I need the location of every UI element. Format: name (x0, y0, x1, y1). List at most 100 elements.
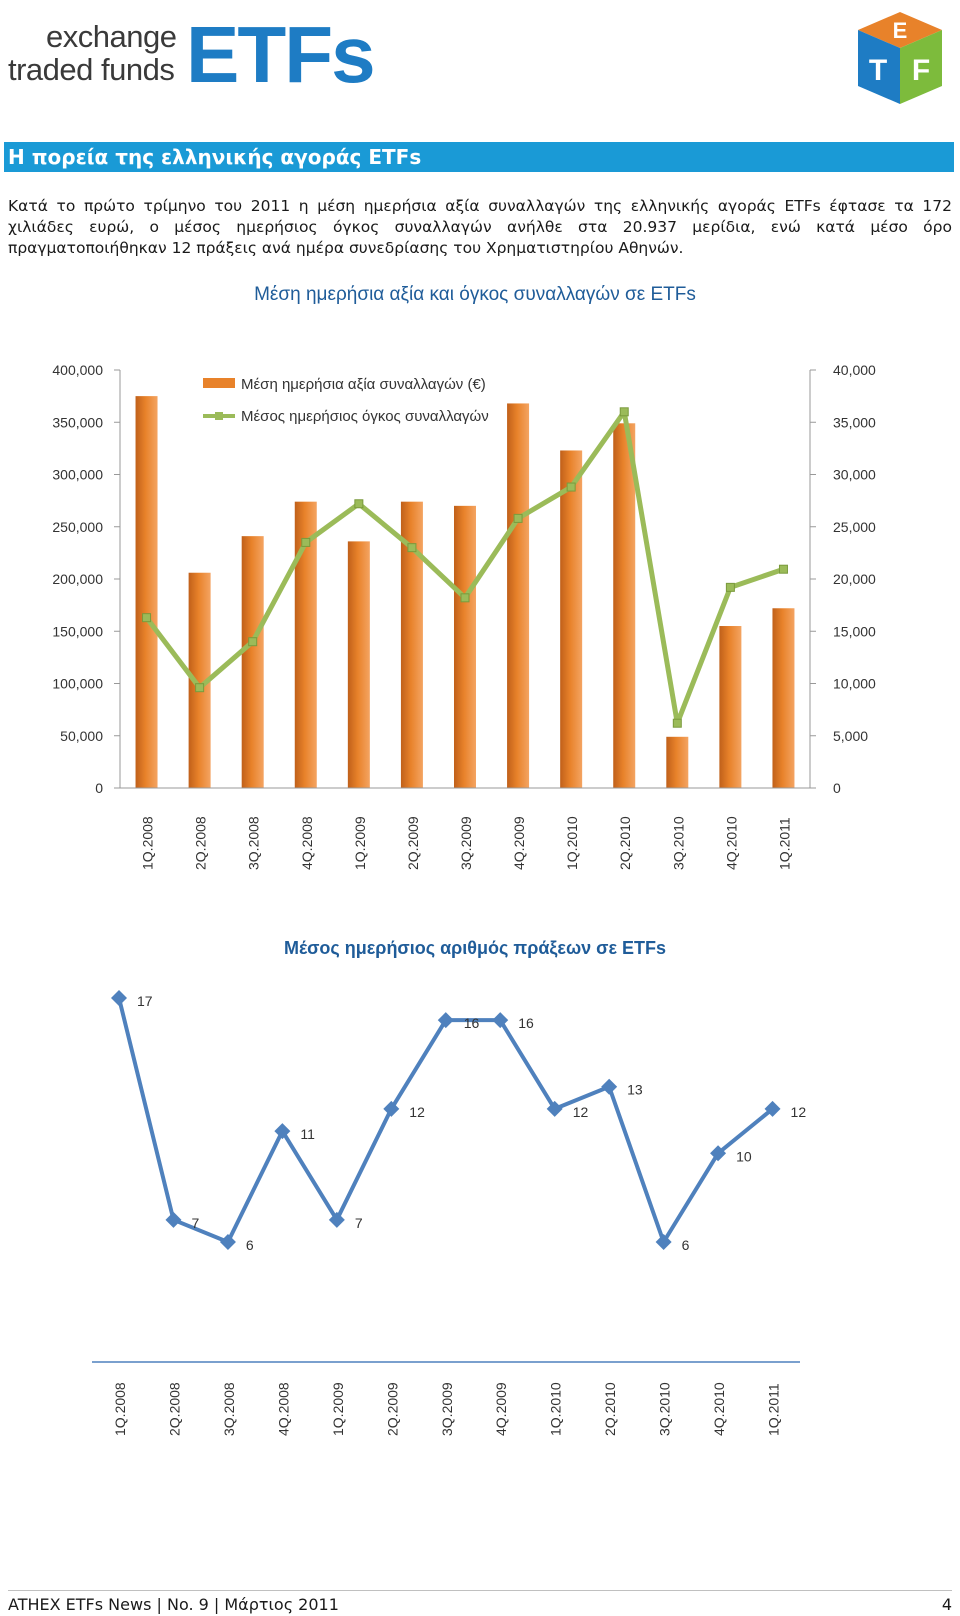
left-tick-label: 400,000 (52, 362, 103, 378)
trades-line (117, 997, 774, 1244)
chart1-title: Μέση ημερήσια αξία και όγκος συναλλαγών … (254, 284, 696, 305)
trades-x-tick-label: 3Q.2008 (221, 1382, 237, 1436)
volume-point (460, 593, 470, 603)
trades-point (165, 1211, 182, 1228)
value-bar (241, 536, 264, 788)
legend-bar-label: Μέση ημερήσια αξία συναλλαγών (€) (241, 376, 486, 393)
value-bar (719, 626, 742, 788)
trades-data-label: 16 (464, 1015, 480, 1031)
trades-x-tick-label: 4Q.2008 (275, 1382, 291, 1436)
value-bar (294, 501, 317, 788)
trades-data-label: 7 (355, 1215, 363, 1231)
trades-data-label: 6 (682, 1237, 690, 1253)
x-tick-label: 1Q.2008 (140, 816, 156, 870)
trades-data-label: 6 (246, 1237, 254, 1253)
x-tick-label: 1Q.2011 (776, 817, 792, 870)
legend-bar-swatch (203, 378, 235, 388)
left-tick-label: 350,000 (52, 414, 103, 430)
value-bar (666, 736, 689, 788)
trades-point (219, 1234, 236, 1250)
x-tick-label: 3Q.2009 (458, 816, 474, 870)
trades-data-label: 12 (409, 1104, 425, 1120)
left-tick-label: 100,000 (52, 676, 103, 692)
trades-point (710, 1145, 727, 1162)
right-tick-label: 10,000 (833, 676, 876, 692)
trades-point (437, 1012, 454, 1029)
trades-data-label: 17 (137, 993, 153, 1009)
value-bar (772, 608, 795, 788)
trades-point (546, 1100, 563, 1117)
left-tick-label: 0 (95, 780, 103, 796)
logo-line-2: traded funds (8, 52, 175, 87)
volume-point (195, 683, 205, 693)
right-tick-label: 35,000 (833, 414, 876, 430)
trades-x-tick-label: 1Q.2010 (548, 1382, 564, 1436)
x-tick-label: 2Q.2008 (193, 816, 209, 870)
volume-point (725, 582, 735, 592)
value-bar (454, 505, 476, 788)
left-tick-label: 150,000 (52, 623, 103, 639)
value-bar (400, 501, 423, 788)
trades-x-tick-label: 3Q.2010 (657, 1382, 673, 1436)
volume-point (778, 564, 788, 574)
trades-point (328, 1211, 345, 1228)
trades-point (492, 1012, 509, 1029)
volume-point (619, 407, 629, 417)
x-tick-label: 3Q.2008 (246, 816, 262, 870)
footer-issue: ATHEX ETFs News | No. 9 | Μάρτιος 2011 (8, 1595, 339, 1614)
logo-wordmark: exchange traded funds (8, 20, 198, 86)
right-tick-label: 40,000 (833, 362, 876, 378)
legend-line-label: Μέσος ημερήσιος όγκος συναλλαγών (241, 408, 489, 425)
logo-etfs: ETFs (186, 10, 376, 99)
x-tick-label: 2Q.2009 (405, 816, 421, 870)
right-tick-label: 25,000 (833, 519, 876, 535)
section-title: Η πορεία της ελληνικής αγοράς ETFs (8, 145, 422, 169)
section-title-bar: Η πορεία της ελληνικής αγοράς ETFs (4, 142, 954, 172)
trades-point (601, 1078, 618, 1095)
value-bar (188, 572, 211, 788)
trades-data-label: 7 (191, 1215, 199, 1231)
x-tick-label: 1Q.2009 (352, 816, 368, 870)
value-bar (613, 423, 636, 788)
left-tick-label: 250,000 (52, 519, 103, 535)
trades-data-label: 12 (791, 1104, 807, 1120)
x-tick-label: 1Q.2010 (564, 816, 580, 870)
volume-point (354, 499, 364, 509)
left-tick-label: 200,000 (52, 571, 103, 587)
x-tick-label: 2Q.2010 (617, 816, 633, 870)
value-volume-chart: Μέση ημερήσια αξία και όγκος συναλλαγών … (52, 284, 876, 870)
volume-point (513, 513, 523, 523)
left-tick-label: 50,000 (60, 728, 103, 744)
chart2-title: Μέσος ημερήσιος αριθμός πράξεων σε ETFs (284, 938, 666, 959)
volume-point (566, 482, 576, 492)
trades-data-label: 11 (300, 1126, 315, 1142)
volume-point (672, 718, 682, 728)
right-tick-label: 5,000 (833, 728, 868, 744)
legend-line-marker (215, 412, 223, 420)
trades-x-tick-label: 4Q.2009 (493, 1382, 509, 1436)
etf-cube-logo: E T F (858, 12, 942, 104)
value-bar (507, 403, 530, 788)
volume-point (142, 613, 152, 623)
trades-x-tick-label: 1Q.2011 (766, 1383, 782, 1436)
trades-x-tick-label: 3Q.2009 (439, 1382, 455, 1436)
trades-x-tick-label: 2Q.2010 (602, 1382, 618, 1436)
x-tick-label: 3Q.2010 (670, 816, 686, 870)
trades-point (383, 1100, 400, 1117)
trades-chart: Μέσος ημερήσιος αριθμός πράξεων σε ETFs … (92, 938, 807, 1436)
trades-x-tick-label: 4Q.2010 (711, 1382, 727, 1436)
cube-letter-e: E (893, 18, 908, 43)
x-tick-label: 4Q.2010 (723, 816, 739, 870)
right-tick-label: 30,000 (833, 467, 876, 483)
trades-x-tick-label: 2Q.2009 (384, 1382, 400, 1436)
cube-letter-f: F (912, 54, 930, 87)
trades-data-label: 13 (627, 1082, 643, 1098)
trades-data-label: 16 (518, 1015, 534, 1031)
right-tick-label: 15,000 (833, 623, 876, 639)
right-tick-label: 0 (833, 780, 841, 796)
x-tick-label: 4Q.2009 (511, 816, 527, 870)
trades-point (274, 1123, 291, 1140)
volume-point (301, 537, 311, 547)
trades-x-tick-label: 2Q.2008 (166, 1382, 182, 1436)
trades-point (764, 1100, 781, 1117)
